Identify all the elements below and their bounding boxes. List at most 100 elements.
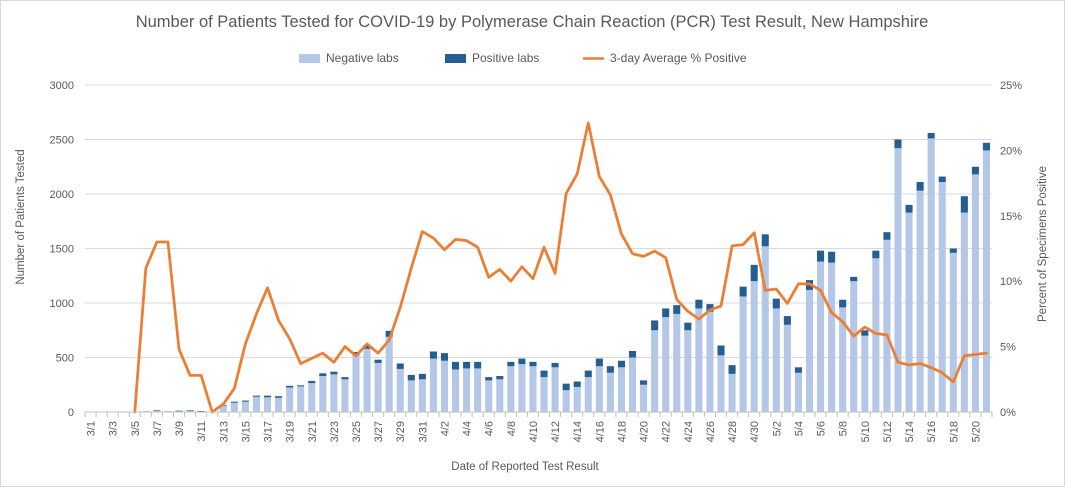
x-tick-label: 3/23 bbox=[329, 421, 341, 442]
bar-positive-labs bbox=[617, 360, 625, 368]
bar-negative-labs bbox=[651, 330, 659, 412]
bar-negative-labs bbox=[241, 401, 249, 412]
x-tick-label: 3/27 bbox=[373, 421, 385, 442]
bar-positive-labs bbox=[418, 373, 426, 380]
bar-positive-labs bbox=[275, 396, 283, 398]
x-tick-label: 5/16 bbox=[926, 421, 938, 442]
bar-positive-labs bbox=[949, 248, 957, 253]
bar-positive-labs bbox=[927, 132, 935, 139]
bar-positive-labs bbox=[750, 264, 758, 282]
x-tick-label: 3/7 bbox=[152, 421, 164, 436]
bar-positive-labs bbox=[551, 362, 559, 368]
y2-tick-label: 0% bbox=[1000, 407, 1016, 419]
bar-negative-labs bbox=[817, 261, 825, 412]
y2-tick-label: 25% bbox=[1000, 80, 1022, 92]
bar-positive-labs bbox=[186, 410, 194, 411]
bar-positive-labs bbox=[662, 308, 670, 318]
bar-negative-labs bbox=[883, 239, 891, 412]
bar-positive-labs bbox=[794, 367, 802, 373]
bar-negative-labs bbox=[584, 377, 592, 412]
bar-negative-labs bbox=[518, 364, 526, 412]
x-tick-label: 5/12 bbox=[882, 421, 894, 442]
bar-negative-labs bbox=[319, 376, 327, 412]
bar-negative-labs bbox=[761, 246, 769, 412]
x-tick-label: 4/24 bbox=[683, 421, 695, 442]
bar-positive-labs bbox=[828, 251, 836, 263]
bar-negative-labs bbox=[927, 138, 935, 412]
y-tick-label: 1500 bbox=[50, 244, 74, 256]
bar-negative-labs bbox=[275, 397, 283, 412]
bar-negative-labs bbox=[352, 355, 360, 412]
bar-positive-labs bbox=[352, 352, 360, 356]
bar-negative-labs bbox=[308, 383, 316, 412]
bar-positive-labs bbox=[916, 182, 924, 191]
bar-positive-labs bbox=[474, 361, 482, 369]
bar-negative-labs bbox=[507, 366, 515, 412]
bar-negative-labs bbox=[828, 262, 836, 412]
x-tick-label: 3/21 bbox=[307, 421, 319, 442]
bar-negative-labs bbox=[418, 379, 426, 412]
x-tick-label: 4/18 bbox=[616, 421, 628, 442]
bar-negative-labs bbox=[540, 377, 548, 412]
bar-negative-labs bbox=[839, 307, 847, 412]
legend: Negative labs Positive labs 3-day Averag… bbox=[299, 51, 747, 65]
bar-negative-labs bbox=[982, 150, 991, 412]
bar-negative-labs bbox=[783, 324, 791, 412]
x-tick-label: 5/10 bbox=[860, 421, 872, 442]
bar-negative-labs bbox=[219, 405, 227, 412]
bar-positive-labs bbox=[330, 371, 338, 375]
x-tick-label: 3/31 bbox=[417, 421, 429, 442]
bar-positive-labs bbox=[772, 298, 780, 309]
bar-negative-labs bbox=[750, 281, 758, 412]
bar-positive-labs bbox=[529, 361, 537, 367]
x-tick-label: 4/12 bbox=[550, 421, 562, 442]
x-tick-label: 3/15 bbox=[240, 421, 252, 442]
x-tick-label: 4/22 bbox=[661, 421, 673, 442]
x-tick-label: 5/6 bbox=[816, 421, 828, 436]
y-axis-title: Number of Patients Tested bbox=[15, 149, 27, 284]
bar-positive-labs bbox=[883, 232, 891, 240]
x-tick-label: 4/2 bbox=[439, 421, 451, 436]
x-tick-label: 4/16 bbox=[594, 421, 606, 442]
bar-positive-labs bbox=[839, 299, 847, 308]
bar-negative-labs bbox=[916, 190, 924, 412]
x-tick-label: 4/28 bbox=[727, 421, 739, 442]
bar-positive-labs bbox=[706, 304, 714, 312]
bar-negative-labs bbox=[861, 335, 869, 412]
bar-positive-labs bbox=[562, 383, 570, 391]
bar-positive-labs bbox=[407, 374, 415, 381]
bar-negative-labs bbox=[374, 362, 382, 412]
y-tick-label: 1000 bbox=[50, 298, 74, 310]
bar-negative-labs bbox=[485, 380, 493, 412]
bar-positive-labs bbox=[319, 373, 327, 377]
bar-positive-labs bbox=[374, 359, 382, 363]
bar-positive-labs bbox=[606, 366, 614, 373]
bar-negative-labs bbox=[175, 410, 183, 412]
bar-positive-labs bbox=[286, 385, 294, 388]
bar-positive-labs bbox=[850, 276, 858, 282]
bar-negative-labs bbox=[529, 366, 537, 412]
bar-positive-labs bbox=[341, 377, 349, 380]
x-tick-label: 3/3 bbox=[108, 421, 120, 436]
bar-negative-labs bbox=[474, 368, 482, 412]
bar-negative-labs bbox=[297, 386, 305, 412]
bar-positive-labs bbox=[628, 350, 637, 358]
x-tick-label: 3/9 bbox=[174, 421, 186, 436]
bar-positive-labs bbox=[507, 361, 515, 367]
bar-negative-labs bbox=[772, 308, 780, 412]
y2-tick-label: 10% bbox=[1000, 276, 1022, 288]
x-tick-label: 4/30 bbox=[749, 421, 761, 442]
bar-negative-labs bbox=[728, 373, 736, 412]
legend-swatch-negative-labs bbox=[299, 54, 320, 63]
bar-negative-labs bbox=[949, 252, 957, 412]
bar-positive-labs bbox=[728, 365, 736, 374]
bar-negative-labs bbox=[872, 258, 880, 412]
bar-positive-labs bbox=[938, 176, 946, 183]
bar-negative-labs bbox=[960, 212, 968, 412]
y2-axis-title: Percent of Specimens Positive bbox=[1037, 166, 1049, 322]
bar-positive-labs bbox=[363, 344, 371, 349]
y-tick-label: 0 bbox=[68, 407, 74, 419]
bar-positive-labs bbox=[297, 385, 305, 387]
bar-positive-labs bbox=[197, 411, 205, 412]
bar-negative-labs bbox=[452, 369, 460, 412]
